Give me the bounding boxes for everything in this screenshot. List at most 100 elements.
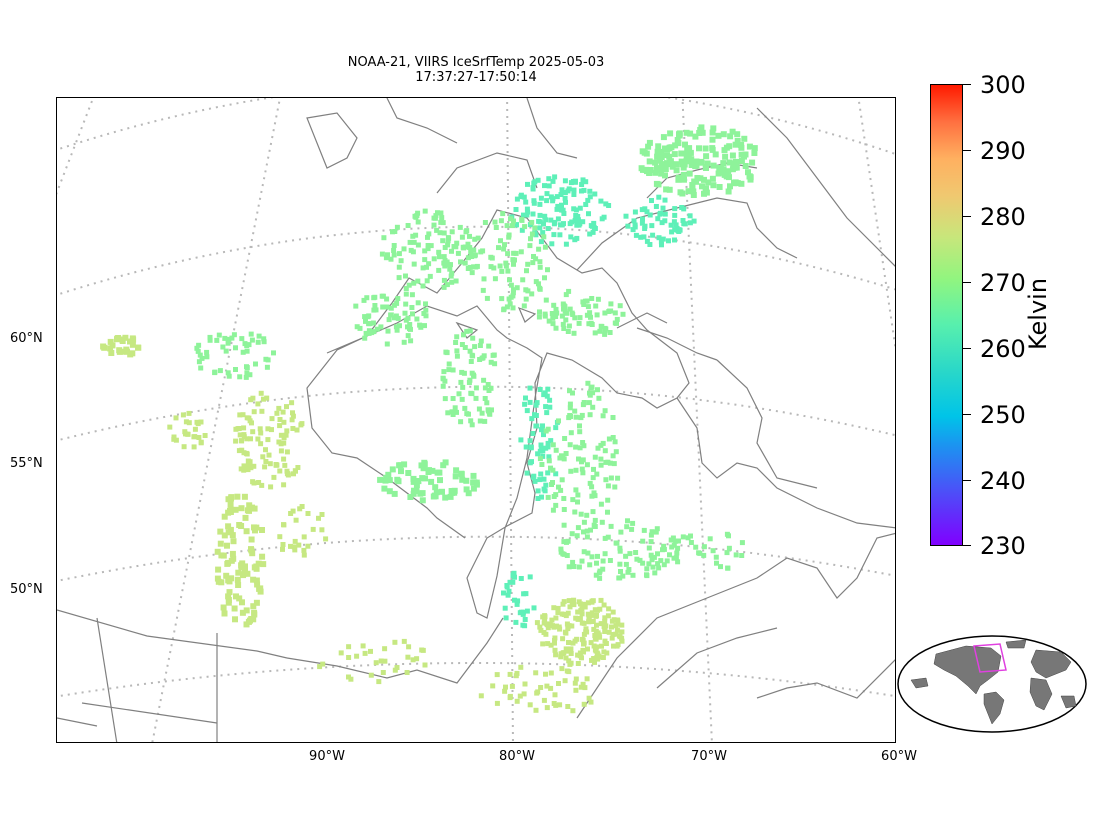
temperature-pixel (238, 505, 245, 512)
temperature-pixel (185, 431, 191, 437)
temperature-pixel (202, 433, 208, 438)
temperature-pixel (529, 416, 535, 422)
temperature-pixel (580, 681, 586, 687)
temperature-pixel (248, 536, 255, 543)
temperature-pixel (432, 484, 439, 491)
temperature-pixel (726, 545, 732, 551)
temperature-pixel (577, 205, 583, 211)
temperature-pixel (578, 684, 584, 690)
temperature-pixel (410, 657, 416, 663)
temperature-pixel (462, 405, 468, 411)
temperature-pixel (523, 199, 529, 205)
temperature-pixel (470, 485, 477, 492)
temperature-pixel (293, 517, 299, 523)
temperature-pixel (473, 385, 479, 391)
temperature-pixel (454, 409, 459, 415)
temperature-pixel (655, 551, 660, 557)
temperature-pixel (550, 178, 556, 184)
temperature-pixel (319, 527, 325, 533)
temperature-pixel (578, 601, 583, 607)
temperature-pixel (244, 570, 251, 577)
temperature-pixel (655, 216, 661, 222)
temperature-pixel (703, 153, 710, 160)
temperature-pixel (538, 685, 544, 690)
colorbar (930, 84, 963, 546)
temperature-pixel (608, 475, 614, 481)
temperature-pixel (196, 359, 202, 365)
temperature-pixel (296, 542, 302, 548)
temperature-pixel (431, 215, 437, 221)
lon-label-60w: 60°W (881, 749, 917, 764)
temperature-pixel (129, 341, 136, 348)
temperature-pixel (668, 144, 675, 151)
temperature-pixel (557, 455, 563, 461)
temperature-pixel (405, 315, 411, 321)
temperature-pixel (672, 227, 678, 233)
temperature-pixel (392, 667, 398, 673)
temperature-pixel (568, 234, 574, 240)
temperature-pixel (264, 395, 270, 401)
temperature-pixel (561, 612, 567, 617)
temperature-pixel (383, 255, 389, 261)
temperature-pixel (441, 369, 447, 375)
temperature-pixel (539, 494, 544, 500)
temperature-pixel (579, 466, 585, 472)
temperature-pixel (563, 655, 569, 661)
temperature-pixel (194, 345, 200, 351)
temperature-pixel (374, 326, 380, 332)
temperature-pixel (477, 418, 483, 424)
temperature-pixel (289, 400, 295, 406)
temperature-pixel (443, 349, 449, 355)
temperature-pixel (426, 231, 432, 237)
temperature-pixel (587, 562, 593, 568)
temperature-pixel (395, 315, 401, 321)
temperature-pixel (258, 390, 264, 396)
temperature-pixel (585, 646, 590, 652)
temperature-pixel (555, 203, 561, 209)
temperature-pixel (567, 405, 573, 411)
temperature-pixel (493, 225, 499, 230)
temperature-pixel (585, 197, 591, 203)
temperature-pixel (292, 547, 298, 553)
colorbar-tick (963, 282, 971, 283)
temperature-pixel (660, 205, 666, 211)
lat-label-55: 55°N (10, 456, 43, 471)
temperature-pixel (422, 208, 428, 214)
temperature-pixel (463, 229, 469, 235)
temperature-pixel (245, 467, 251, 473)
temperature-pixel (581, 519, 587, 525)
temperature-pixel (581, 701, 587, 707)
temperature-pixel (595, 553, 600, 559)
temperature-pixel (265, 437, 271, 443)
temperature-pixel (385, 328, 391, 334)
temperature-pixel (556, 681, 561, 686)
temperature-pixel (533, 256, 539, 262)
temperature-pixel (250, 429, 256, 435)
temperature-pixel (518, 437, 524, 443)
temperature-pixel (492, 276, 498, 282)
temperature-pixel (669, 544, 675, 550)
temperature-pixel (698, 159, 705, 166)
temperature-pixel (699, 183, 705, 190)
temperature-pixel (130, 336, 137, 343)
temperature-pixel (594, 560, 599, 566)
temperature-pixel (614, 643, 620, 649)
temperature-pixel (548, 642, 554, 648)
temperature-pixel (381, 485, 388, 492)
temperature-pixel (537, 309, 542, 315)
temperature-pixel (291, 544, 297, 550)
temperature-pixel (592, 493, 598, 499)
temperature-pixel (506, 588, 512, 594)
temperature-pixel (542, 617, 548, 623)
temperature-pixel (648, 532, 654, 538)
temperature-pixel (672, 237, 677, 243)
temperature-pixel (241, 493, 248, 500)
temperature-pixel (673, 167, 680, 174)
temperature-pixel (591, 656, 597, 661)
temperature-pixel (698, 124, 705, 131)
temperature-pixel (305, 511, 311, 516)
temperature-pixel (696, 145, 702, 152)
temperature-pixel (501, 307, 507, 313)
temperature-pixel (521, 591, 527, 597)
temperature-pixel (595, 445, 601, 451)
